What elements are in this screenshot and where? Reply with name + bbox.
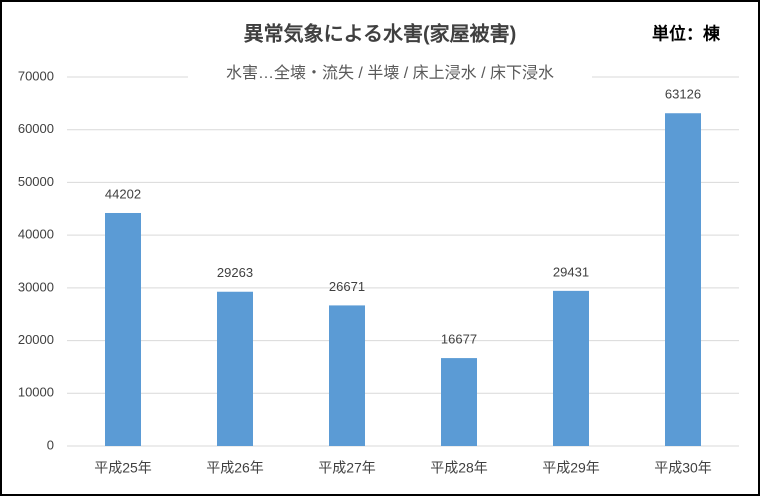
value-label: 29431	[553, 264, 589, 279]
y-tick-label: 70000	[18, 68, 54, 83]
value-label: 44202	[105, 186, 141, 201]
bar	[665, 113, 701, 446]
value-label: 29263	[217, 265, 253, 280]
value-label: 16677	[441, 332, 477, 347]
subtitle: 水害…全壊・流失 / 半壊 / 床上浸水 / 床下浸水	[226, 64, 554, 82]
y-tick-label: 20000	[18, 332, 54, 347]
plot-area: 0 10000 20000 30000 40000 50000 60000 70000 平成25…	[18, 68, 739, 476]
value-label: 26671	[329, 279, 365, 294]
y-tick-label: 40000	[18, 227, 54, 242]
bar	[441, 358, 477, 446]
x-tick-label: 平成25年	[94, 460, 152, 476]
y-tick-label: 60000	[18, 121, 54, 136]
x-tick-label: 平成26年	[206, 460, 264, 476]
x-tick-label: 平成28年	[430, 460, 488, 476]
x-tick-label: 平成29年	[542, 460, 600, 476]
unit-label: 単位：棟	[652, 23, 721, 43]
subtitle-background	[188, 62, 592, 86]
y-tick-label: 0	[47, 437, 54, 452]
y-tick-label: 10000	[18, 385, 54, 400]
bar	[329, 305, 365, 446]
bar	[553, 290, 589, 446]
bar	[105, 212, 141, 446]
x-tick-label: 平成27年	[318, 460, 376, 476]
bar	[217, 291, 253, 446]
y-tick-label: 30000	[18, 279, 54, 294]
y-tick-label: 50000	[18, 174, 54, 189]
value-label: 63126	[665, 87, 701, 102]
x-tick-label: 平成30年	[654, 460, 712, 476]
chart-title: 異常気象による水害(家屋被害)	[244, 21, 517, 45]
